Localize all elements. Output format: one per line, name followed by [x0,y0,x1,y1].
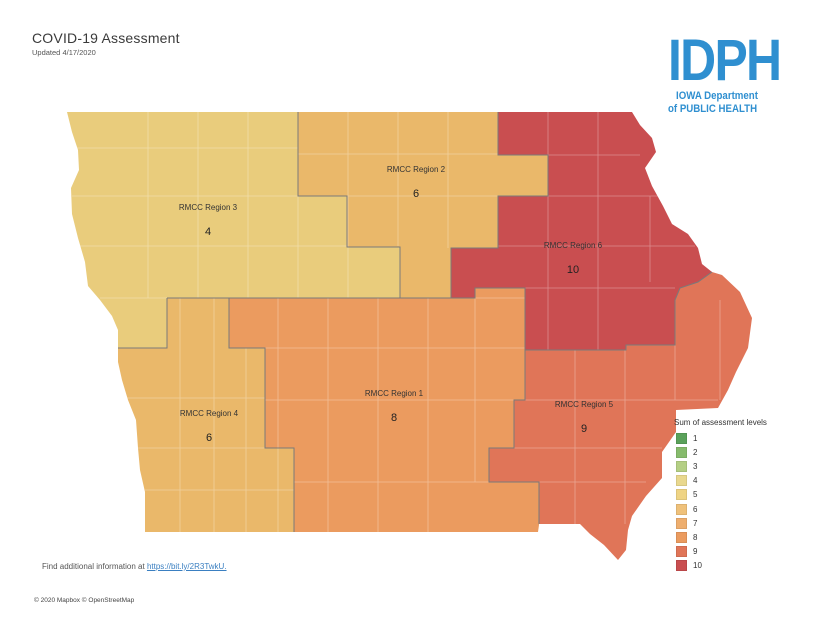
legend-label: 2 [693,447,698,457]
legend-item: 5 [674,488,767,502]
legend-item: 6 [674,502,767,516]
legend: Sum of assessment levels 1 2 3 4 5 6 7 8 9 10 [674,418,767,573]
legend-swatch [676,531,687,543]
page-title: COVID-19 Assessment [32,30,180,46]
region-1-area[interactable] [229,288,539,532]
legend-swatch [676,446,687,458]
region-5-area[interactable] [489,272,752,560]
legend-label: 1 [693,433,698,443]
county-lines [71,112,721,532]
legend-label: 3 [693,461,698,471]
legend-item: 4 [674,474,767,488]
legend-swatch [676,517,687,529]
legend-label: 8 [693,532,698,542]
region-value: 4 [205,226,211,238]
region-label: RMCC Region 1 [365,389,424,398]
legend-swatch [676,546,687,558]
legend-item: 10 [674,559,767,573]
region-label: RMCC Region 4 [180,409,239,418]
updated-date: Updated 4/17/2020 [32,48,96,57]
legend-item: 1 [674,431,767,445]
region-3-area[interactable] [67,112,400,348]
region-value: 10 [567,264,579,276]
idph-logo: IDPH IOWA Department of PUBLIC HEALTH [668,32,782,124]
map-attribution: © 2020 Mapbox © OpenStreetMap [34,597,135,604]
legend-item: 3 [674,459,767,473]
legend-label: 5 [693,490,698,500]
info-text: Find additional information at [42,562,147,571]
legend-item: 9 [674,545,767,559]
legend-title: Sum of assessment levels [674,418,767,427]
region-2-area[interactable] [298,112,548,298]
info-line: Find additional information at https://b… [42,562,227,571]
legend-label: 10 [693,561,702,571]
region-label: RMCC Region 5 [555,400,614,409]
legend-item: 8 [674,530,767,544]
logo-line1: IOWA Department [676,90,758,102]
region-label: RMCC Region 3 [179,203,238,212]
region-polygons [67,112,752,560]
region-6-area[interactable] [451,112,712,350]
region-value: 6 [206,432,212,444]
region-label: RMCC Region 2 [387,165,446,174]
legend-swatch [676,475,687,487]
legend-label: 6 [693,504,698,514]
legend-swatch [676,560,687,572]
legend-label: 7 [693,518,698,528]
region-labels: RMCC Region 3 4 RMCC Region 2 6 RMCC Region … [179,165,614,444]
region-label: RMCC Region 6 [544,241,603,250]
legend-swatch [676,489,687,501]
legend-swatch [676,503,687,515]
info-link[interactable]: https://bit.ly/2R3TwkU. [146,562,227,571]
region-value: 6 [413,188,419,200]
legend-items: 1 2 3 4 5 6 7 8 9 10 [674,431,767,573]
region-borders [118,112,713,532]
legend-label: 4 [693,476,698,486]
legend-item: 2 [674,445,767,459]
legend-label: 9 [693,547,698,557]
region-value: 8 [391,412,397,424]
region-value: 9 [581,423,587,435]
legend-swatch [676,460,687,472]
legend-item: 7 [674,516,767,530]
logo-line2: of PUBLIC HEALTH [668,103,758,115]
legend-swatch [676,432,687,444]
region-4-area[interactable] [118,298,294,532]
